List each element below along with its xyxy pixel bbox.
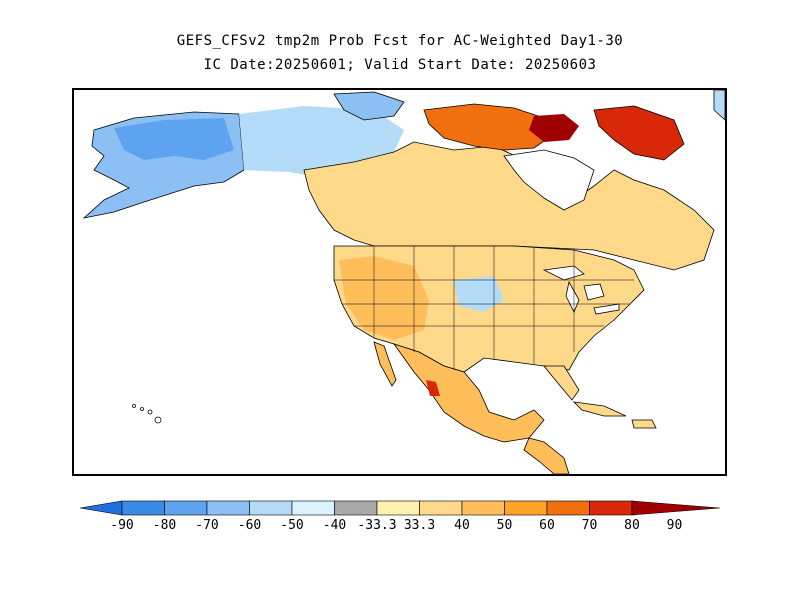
map-panel: [72, 88, 727, 476]
legend-swatch: [249, 500, 293, 516]
legend-label: -40: [322, 518, 347, 533]
legend-label: 90: [666, 518, 683, 533]
arctic-canada-hottest: [529, 114, 579, 142]
color-legend: [79, 500, 721, 516]
legend-label: 80: [624, 518, 640, 533]
map-subtitle: IC Date:20250601; Valid Start Date: 2025…: [203, 57, 597, 73]
legend-arrow-right: [631, 500, 721, 516]
greenland-edge: [713, 90, 725, 121]
us-west-hot: [339, 256, 429, 340]
alaska-deep-cold: [114, 118, 234, 160]
map-title: GEFS_CFSv2 tmp2m Prob Fcst for AC-Weight…: [176, 33, 624, 49]
mexico-landmass: [392, 343, 545, 443]
legend-label: -70: [195, 518, 219, 533]
florida: [543, 365, 580, 401]
legend-swatch: [164, 500, 208, 516]
legend-swatch: [206, 500, 250, 516]
legend-swatch: [419, 500, 463, 516]
hawaii-islands: [132, 404, 162, 424]
legend-label: 33.3: [403, 518, 436, 533]
us-central-cool: [454, 276, 504, 312]
legend-label: -33.3: [357, 518, 397, 533]
legend-swatch: [461, 500, 505, 516]
legend-swatch: [589, 500, 633, 516]
legend-label: -90: [110, 518, 134, 533]
hudson-bay: [503, 149, 595, 211]
arctic-islands-cold: [333, 91, 405, 121]
state-borders: [334, 246, 634, 370]
legend-arrow-left: [79, 500, 123, 516]
legend-label: 40: [454, 518, 470, 533]
legend-swatch: [504, 500, 548, 516]
legend-label: 50: [496, 518, 513, 533]
legend-swatch: [334, 500, 378, 516]
cuba: [572, 401, 627, 417]
baffin-hot: [593, 105, 685, 161]
legend-swatch: [376, 500, 420, 516]
legend-swatch: [546, 500, 590, 516]
baja-california: [373, 341, 397, 387]
hispaniola: [631, 419, 657, 429]
legend-label: 70: [581, 518, 598, 533]
legend-label: 60: [539, 518, 555, 533]
legend-label: -50: [280, 518, 304, 533]
forecast-map: [82, 90, 725, 474]
legend-label: -60: [237, 518, 262, 533]
central-america: [523, 437, 570, 474]
legend-label: -80: [152, 518, 177, 533]
arctic-canada-hot: [423, 103, 555, 151]
yukon-cold-region: [239, 106, 404, 178]
legend-swatch: [121, 500, 165, 516]
mexico-hot-spot: [426, 380, 440, 396]
legend-swatch: [291, 500, 335, 516]
